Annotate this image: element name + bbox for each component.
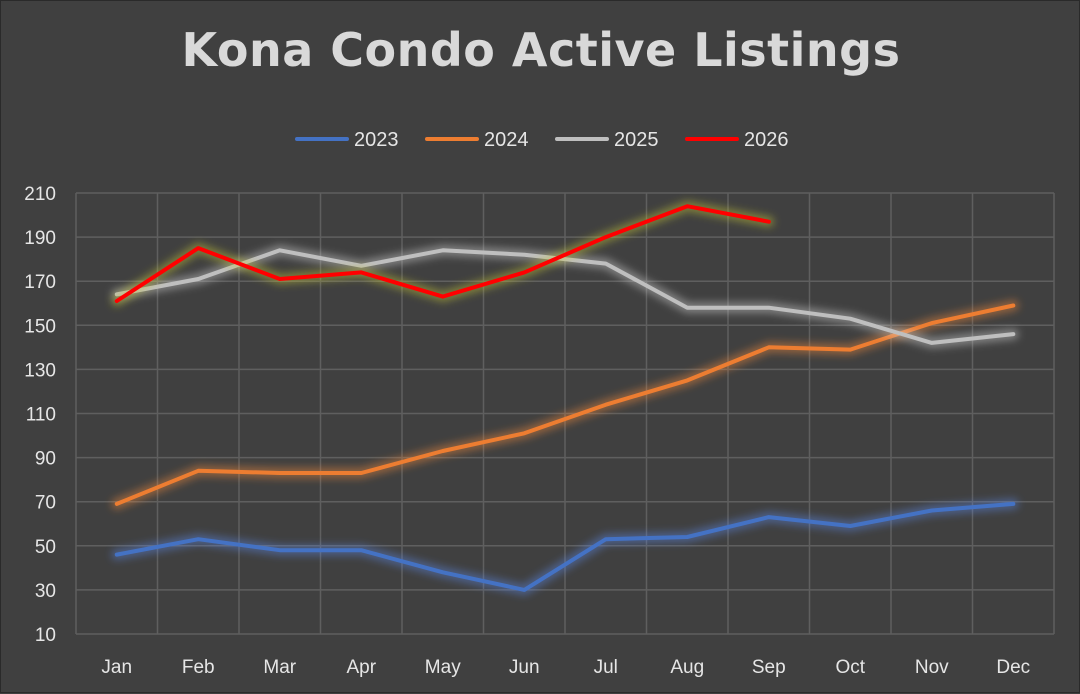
series-line-2023 <box>114 501 1016 592</box>
y-tick-label: 210 <box>24 184 56 205</box>
x-tick-label: Jun <box>509 657 540 678</box>
series-line-2024 <box>114 303 1016 506</box>
legend-item-2025: 2025 <box>555 129 659 151</box>
x-tick-label: Sep <box>752 657 786 678</box>
legend-label: 2025 <box>614 129 659 151</box>
y-tick-label: 110 <box>26 405 56 426</box>
y-tick-label: 190 <box>24 228 56 249</box>
x-tick-label: Oct <box>835 657 865 678</box>
x-tick-label: Aug <box>670 657 704 678</box>
series-group <box>111 200 1019 596</box>
legend: 2023 2024 2025 2026 <box>295 129 789 151</box>
y-tick-label: 170 <box>24 272 56 293</box>
x-tick-label: Mar <box>263 657 296 678</box>
x-tick-label: Feb <box>182 657 215 678</box>
x-tick-label: Dec <box>996 657 1030 678</box>
x-tick-label: Nov <box>915 657 949 678</box>
axes: 10 30 50 70 90 110 130 150 170 190 210 Jan Feb Mar Apr… <box>24 184 1030 678</box>
y-tick-label: 150 <box>24 316 56 337</box>
x-tick-label: Jan <box>101 657 132 678</box>
legend-item-2026: 2026 <box>685 129 789 151</box>
y-tick-label: 30 <box>35 581 56 602</box>
y-tick-label: 70 <box>35 493 56 514</box>
legend-label: 2026 <box>744 129 789 151</box>
y-tick-label: 10 <box>35 625 56 646</box>
legend-item-2023: 2023 <box>295 129 399 151</box>
legend-label: 2023 <box>354 129 399 151</box>
x-tick-label: May <box>425 657 461 678</box>
series-line-2026 <box>114 204 771 303</box>
chart-title: Kona Condo Active Listings <box>181 23 901 77</box>
y-tick-label: 90 <box>35 449 56 470</box>
y-tick-label: 50 <box>35 537 56 558</box>
x-tick-label: Apr <box>346 657 376 678</box>
y-tick-label: 130 <box>24 360 56 381</box>
legend-item-2024: 2024 <box>425 129 529 151</box>
legend-label: 2024 <box>484 129 529 151</box>
x-tick-label: Jul <box>594 657 618 678</box>
